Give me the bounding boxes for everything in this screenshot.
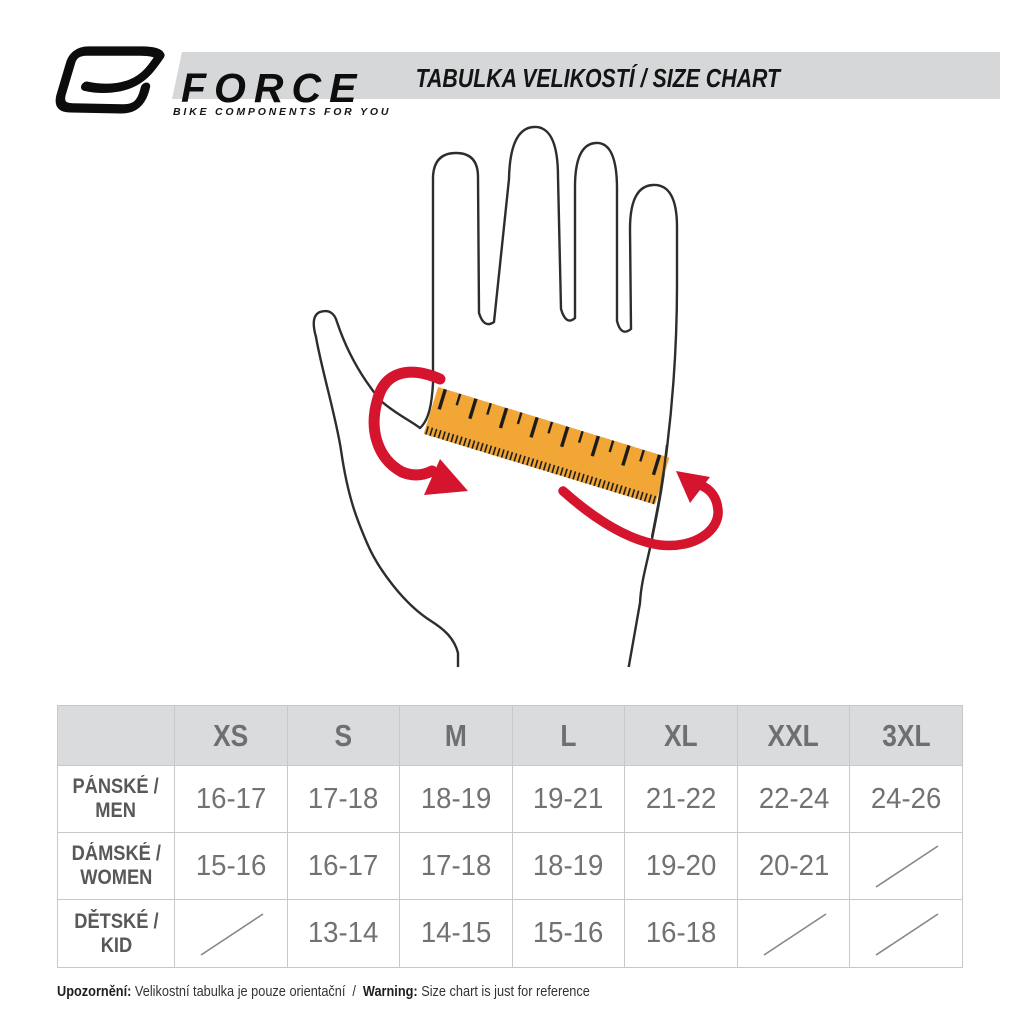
- empty-slash-icon: [875, 912, 939, 956]
- size-cell: 17-18: [287, 766, 401, 833]
- size-table: XS S M L XL XXL 3XL PÁNSKÉ / MEN 16-17 17…: [57, 705, 963, 968]
- size-col-header: L: [512, 706, 626, 766]
- size-cell-empty: [850, 900, 963, 968]
- empty-slash-icon: [763, 912, 827, 956]
- size-col-header: 3XL: [850, 706, 963, 766]
- empty-slash-icon: [875, 845, 939, 888]
- size-col-header: M: [400, 706, 513, 766]
- size-cell: 19-21: [512, 766, 626, 833]
- size-cell: 19-20: [625, 833, 738, 900]
- footer-warning: Upozornění: Velikostní tabulka je pouze …: [57, 983, 593, 1000]
- wrap-arrow-left-icon: [368, 366, 468, 495]
- size-cell: 24-26: [850, 766, 963, 833]
- size-cell: 16-18: [625, 900, 738, 968]
- empty-slash-icon: [200, 912, 264, 956]
- size-cell: 16-17: [287, 833, 401, 900]
- footer-label-cs: Upozornění:: [57, 983, 132, 1000]
- size-cell: 18-19: [400, 766, 513, 833]
- brand-tagline: BIKE COMPONENTS FOR YOU: [173, 106, 392, 118]
- size-col-header: S: [287, 706, 401, 766]
- footer-separator: /: [352, 983, 356, 1000]
- hand-measuring-illustration: [312, 125, 723, 675]
- measuring-tape-icon: [423, 387, 670, 505]
- size-cell: 17-18: [400, 833, 513, 900]
- footer-label-en: Warning:: [362, 983, 418, 1000]
- row-label-men: PÁNSKÉ / MEN: [58, 766, 175, 833]
- footer-text-cs: Velikostní tabulka je pouze orientační: [134, 983, 346, 1000]
- size-cell: 15-16: [175, 833, 288, 900]
- size-cell: 18-19: [512, 833, 626, 900]
- size-cell: 20-21: [737, 833, 851, 900]
- size-cell: 22-24: [737, 766, 851, 833]
- size-cell-empty: [850, 833, 963, 900]
- size-cell: 21-22: [625, 766, 738, 833]
- footer-text-en: Size chart is just for reference: [421, 983, 590, 1000]
- force-logo-icon: [55, 46, 165, 114]
- size-cell: 13-14: [287, 900, 401, 968]
- size-cell: 14-15: [400, 900, 513, 968]
- size-col-header: XL: [625, 706, 738, 766]
- row-label-kid: DĚTSKÉ / KID: [58, 900, 175, 968]
- hand-outline: [312, 125, 679, 675]
- size-cell: 15-16: [512, 900, 626, 968]
- wrap-arrow-right-icon: [558, 471, 723, 551]
- size-col-header: XS: [175, 706, 288, 766]
- size-table-corner-cell: [58, 706, 175, 766]
- page-title: TABULKA VELIKOSTÍ / SIZE CHART: [415, 63, 781, 93]
- row-label-women: DÁMSKÉ / WOMEN: [58, 833, 175, 900]
- brand-wordmark: FORCE: [181, 65, 365, 111]
- size-cell: 16-17: [175, 766, 288, 833]
- header-band: [172, 52, 1000, 99]
- size-cell-empty: [737, 900, 851, 968]
- size-cell-empty: [175, 900, 288, 968]
- size-col-header: XXL: [737, 706, 851, 766]
